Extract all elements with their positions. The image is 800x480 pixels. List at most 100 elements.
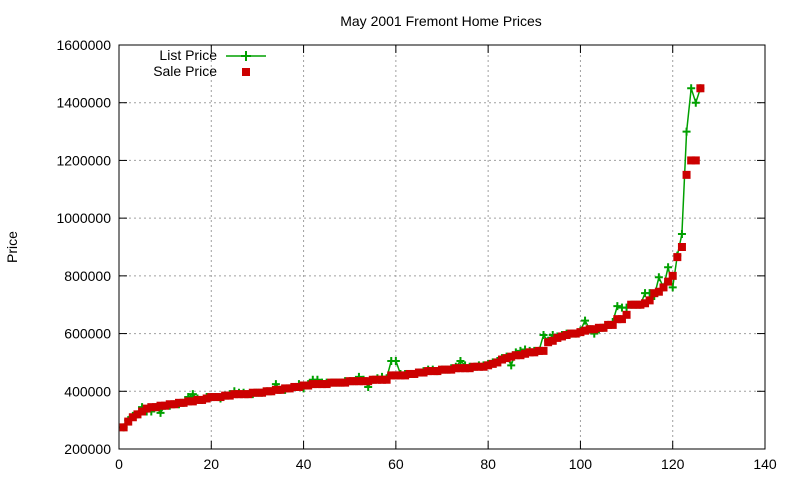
sale-price-point — [281, 384, 290, 393]
sale-price-point — [285, 384, 294, 393]
sale-price-point — [354, 377, 363, 386]
sale-price-point — [151, 403, 160, 412]
sale-price-point — [636, 300, 645, 309]
sale-price-point — [119, 423, 128, 432]
sale-price-point — [516, 351, 525, 360]
sale-price-point — [299, 381, 308, 390]
x-tick-label: 140 — [753, 456, 777, 472]
y-tick-label: 1000000 — [56, 210, 111, 226]
x-tick-labels: 0 20 40 60 80 100 120 140 — [115, 456, 777, 472]
sale-price-point — [479, 362, 488, 371]
list-price-point — [691, 98, 700, 107]
grid-lines — [119, 45, 765, 449]
sale-price-point — [401, 371, 410, 380]
sale-price-point — [682, 170, 691, 179]
y-tick-label: 400000 — [64, 383, 111, 399]
list-price-point — [682, 127, 691, 136]
sale-price-point — [198, 395, 207, 404]
sale-price-point — [557, 332, 566, 341]
list-price-point — [654, 273, 663, 282]
sale-price-point — [677, 243, 686, 251]
list-price-point — [668, 283, 677, 292]
sale-price-point — [267, 387, 276, 396]
y-tick-label: 800000 — [64, 268, 111, 284]
sale-price-point — [396, 371, 405, 380]
sale-price-point — [156, 401, 165, 410]
sale-price-point — [631, 300, 640, 309]
sale-price-point — [627, 300, 636, 309]
sale-price-point — [225, 391, 234, 400]
sale-price-point — [308, 380, 317, 389]
legend-marker-sale-price — [242, 68, 250, 76]
sale-price-point — [179, 398, 188, 407]
y-tick-label: 200000 — [64, 441, 111, 457]
x-tick-label: 60 — [388, 456, 404, 472]
list-price-point — [507, 361, 516, 370]
sale-price-point — [359, 377, 368, 386]
list-price-point — [677, 230, 686, 239]
list-price-point — [156, 408, 165, 417]
list-price-point — [539, 331, 548, 340]
sale-price-point — [193, 395, 202, 404]
sale-price-point — [502, 354, 511, 363]
sale-price-point — [336, 378, 345, 387]
y-axis-label: Price — [4, 231, 20, 263]
sale-price-point — [234, 390, 243, 399]
list-price-point — [613, 302, 622, 311]
sale-price-point — [327, 378, 336, 387]
list-price-point — [456, 356, 465, 365]
sale-price-point — [622, 310, 631, 319]
sale-price-point — [322, 380, 331, 389]
plot-frame — [118, 44, 766, 450]
sale-price-point — [539, 346, 548, 355]
sale-price-point — [525, 348, 534, 357]
sale-price-point — [165, 400, 174, 409]
sale-price-point — [645, 296, 654, 305]
sale-price-point — [604, 320, 613, 329]
sale-price-point — [507, 352, 516, 361]
sale-price-point — [428, 367, 437, 376]
sale-price-point — [244, 390, 253, 399]
y-tick-label: 1200000 — [56, 152, 111, 168]
sale-price-point — [142, 404, 151, 413]
sale-price-point — [304, 381, 313, 390]
sale-price-point — [174, 398, 183, 407]
sale-price-point — [585, 325, 594, 334]
x-tick-label: 80 — [480, 456, 496, 472]
x-tick-label: 20 — [203, 456, 219, 472]
sale-price-point — [442, 365, 451, 374]
sale-price-point — [548, 336, 557, 345]
series-list-price — [119, 84, 705, 432]
sale-price-point — [373, 375, 382, 384]
legend-label-list-price: List Price — [159, 47, 217, 63]
sale-price-point — [544, 338, 553, 347]
sale-price-point — [654, 287, 663, 296]
sale-price-point — [493, 358, 502, 367]
sale-price-point — [461, 364, 470, 373]
sale-price-point — [581, 326, 590, 335]
sale-price-point — [161, 401, 170, 410]
sale-price-point — [562, 331, 571, 340]
sale-price-point — [391, 371, 400, 380]
x-tick-label: 0 — [115, 456, 123, 472]
sale-price-point — [253, 388, 262, 397]
sale-price-point — [696, 84, 705, 93]
sale-price-point — [668, 271, 677, 280]
legend-label-sale-price: Sale Price — [153, 63, 217, 79]
sale-price-point — [405, 369, 414, 378]
sale-price-point — [410, 369, 419, 378]
sale-price-point — [414, 368, 423, 377]
list-price-point — [391, 356, 400, 365]
sale-price-point — [599, 323, 608, 332]
sale-price-point — [128, 413, 137, 422]
sale-price-point — [239, 390, 248, 399]
sale-price-point — [221, 391, 230, 400]
sale-price-point — [659, 283, 668, 292]
sale-price-point — [511, 351, 520, 360]
sale-price-point — [170, 400, 179, 409]
sale-price-point — [567, 329, 576, 338]
sale-price-point — [673, 253, 682, 262]
legend: List Price Sale Price — [153, 47, 266, 79]
sale-price-point — [318, 380, 327, 389]
sale-price-point — [364, 377, 373, 386]
